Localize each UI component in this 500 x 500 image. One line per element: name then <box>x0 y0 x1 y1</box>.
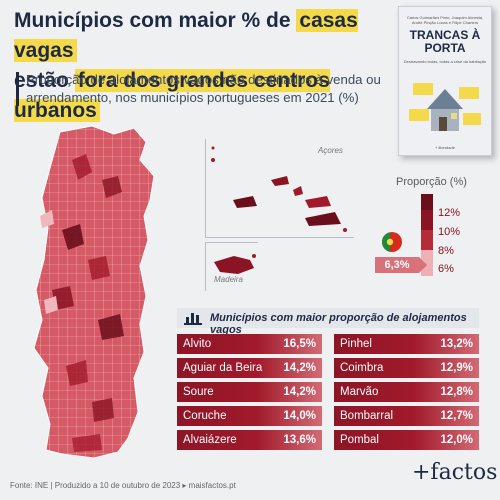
house-illustration <box>409 83 481 131</box>
book-title: TRANCAS À PORTA <box>409 28 481 55</box>
municipality-value: 13,2% <box>440 338 473 350</box>
table-row: Aguiar da Beira 14,2% <box>177 358 322 378</box>
legend-title: Proporção (%) <box>396 176 467 188</box>
legend-level-8: 8% <box>438 245 454 257</box>
subtitle-bar <box>16 72 19 106</box>
madeira-inset <box>205 242 258 291</box>
municipality-name: Pombal <box>340 434 379 446</box>
municipality-value: 14,2% <box>283 362 316 374</box>
title-line2: estão <box>14 69 75 92</box>
portugal-pointer-icon <box>419 257 427 273</box>
table-title: Municípios com maior proporção de alojam… <box>210 312 467 336</box>
table-row: Alvito 16,5% <box>177 334 322 354</box>
table-row: Coruche 14,0% <box>177 406 322 426</box>
legend-level-10: 10% <box>438 226 461 238</box>
table-row: Bombarral 12,7% <box>334 406 479 426</box>
municipality-value: 12,7% <box>440 410 473 422</box>
municipality-name: Aguiar da Beira <box>183 362 263 374</box>
municipality-name: Coimbra <box>340 362 384 374</box>
municipality-value: 16,5% <box>283 338 316 350</box>
subtitle: Proporção de alojamentos vagos não desti… <box>26 72 381 105</box>
title-line1: Municípios com maior % de <box>14 9 297 32</box>
book-cover: Carlos Guimarães Pinto, Joaquim Almeida,… <box>398 6 492 156</box>
municipality-name: Alvito <box>183 338 212 350</box>
table-header <box>177 308 479 328</box>
municipality-value: 14,0% <box>283 410 316 422</box>
table-row: Soure 14,2% <box>177 382 322 402</box>
book-subtitle: Destravando todas, todas a crise da habi… <box>403 59 487 64</box>
municipality-value: 13,6% <box>283 434 316 446</box>
madeira-label: Madeira <box>214 275 243 284</box>
legend-level-12: 12% <box>438 207 461 219</box>
book-publisher: + liberdade <box>435 145 455 150</box>
municipality-name: Coruche <box>183 410 227 422</box>
municipality-name: Pinhel <box>340 338 372 350</box>
table-row: Pombal 12,0% <box>334 430 479 450</box>
municipality-name: Alvaiázere <box>183 434 237 446</box>
azores-label: Açores <box>318 146 343 155</box>
azores-inset <box>205 139 354 238</box>
portugal-value-badge: 6,3% <box>375 257 419 273</box>
municipality-value: 12,0% <box>440 434 473 446</box>
bar-chart-icon <box>184 313 202 325</box>
footer-source: Fonte: INE | Produzido a 10 de outubro d… <box>10 481 236 490</box>
municipality-name: Marvão <box>340 386 379 398</box>
municipality-name: Bombarral <box>340 410 394 422</box>
brand-logo: +factos <box>412 460 498 485</box>
legend-color-ramp <box>421 194 433 276</box>
azores-map <box>211 146 347 232</box>
municipality-name: Soure <box>183 386 214 398</box>
municipality-value: 12,9% <box>440 362 473 374</box>
municipality-value: 12,8% <box>440 386 473 398</box>
book-authors: Carlos Guimarães Pinto, Joaquim Almeida,… <box>406 15 484 25</box>
legend-level-6: 6% <box>438 263 454 275</box>
table-row: Pinhel 13,2% <box>334 334 479 354</box>
municipality-value: 14,2% <box>283 386 316 398</box>
mainland-portugal-map <box>33 125 155 459</box>
madeira-map <box>214 254 256 274</box>
table-row: Marvão 12,8% <box>334 382 479 402</box>
table-row: Coimbra 12,9% <box>334 358 479 378</box>
table-row: Alvaiázere 13,6% <box>177 430 322 450</box>
portugal-flag-icon <box>382 232 402 252</box>
page-title: Municípios com maior % de casas vagas es… <box>14 6 404 126</box>
mainland-shape <box>33 125 155 459</box>
